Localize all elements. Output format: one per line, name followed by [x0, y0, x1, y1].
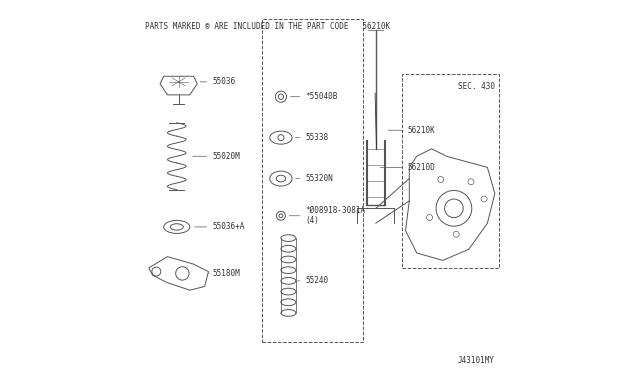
Text: PARTS MARKED ® ARE INCLUDED IN THE PART CODE   56210K: PARTS MARKED ® ARE INCLUDED IN THE PART … — [145, 22, 390, 31]
Text: 55338: 55338 — [296, 133, 328, 142]
Bar — [402, 74, 499, 268]
Text: 55020M: 55020M — [193, 152, 240, 161]
Text: *55040B: *55040B — [291, 92, 337, 101]
Text: 56210D: 56210D — [380, 163, 435, 172]
Text: 55180M: 55180M — [209, 269, 240, 278]
Text: *Ø08918-3081A
(4): *Ø08918-3081A (4) — [289, 206, 365, 225]
Text: 55036+A: 55036+A — [195, 222, 244, 231]
Bar — [262, 19, 363, 342]
Text: 56210K: 56210K — [388, 126, 435, 135]
Text: 55240: 55240 — [298, 276, 328, 285]
Text: J43101MY: J43101MY — [458, 356, 495, 365]
Text: 55320N: 55320N — [296, 174, 333, 183]
Text: SEC. 430: SEC. 430 — [458, 82, 495, 91]
Text: 55036: 55036 — [200, 77, 236, 86]
